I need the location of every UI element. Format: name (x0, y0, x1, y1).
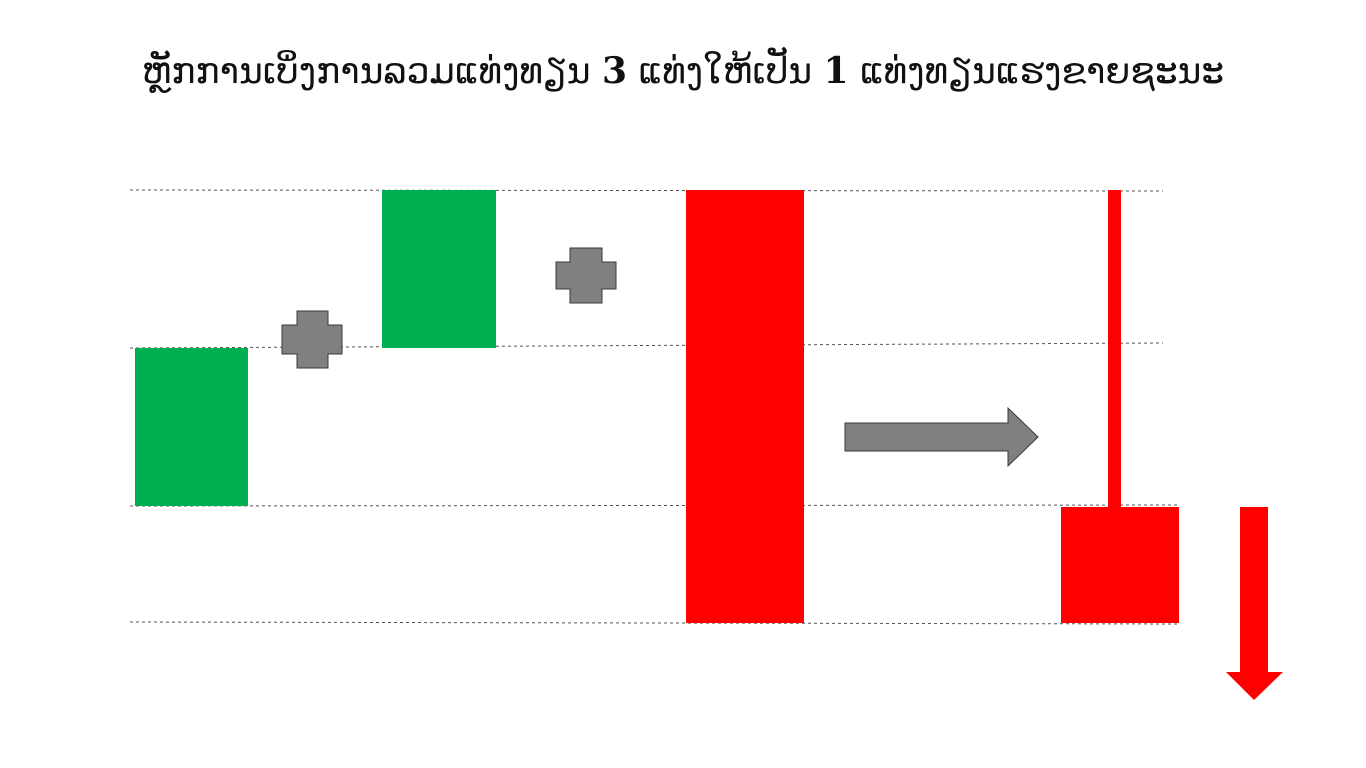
guide-line-bottom (129, 621, 1181, 625)
result-candle-body (1061, 507, 1179, 623)
plus-icon (281, 310, 343, 369)
title-number-2: 1 (823, 50, 849, 92)
arrow-down-icon (1226, 507, 1283, 700)
guide-line-upper-middle (129, 342, 1164, 349)
title-part-2: ແທ່ງໃຫ້ເປັນ (627, 51, 824, 92)
guide-line-lower-middle (129, 504, 1181, 507)
title-part-1: ຫຼັກການເບິ່ງການລວມແທ່ງທຽນ (141, 51, 603, 92)
guide-line-top (129, 189, 1164, 192)
bullish-candle-1 (135, 348, 248, 506)
slide-title: ຫຼັກການເບິ່ງການລວມແທ່ງທຽນ 3 ແທ່ງໃຫ້ເປັນ … (0, 50, 1366, 92)
result-candle-wick (1108, 190, 1121, 508)
bullish-candle-2 (382, 190, 496, 348)
title-part-3: ແທ່ງທຽນແຮງຂາຍຊະນະ (848, 51, 1225, 92)
arrow-right-icon (844, 406, 1039, 468)
plus-icon (555, 247, 617, 304)
bearish-candle (686, 190, 804, 623)
title-number-1: 3 (602, 50, 628, 92)
